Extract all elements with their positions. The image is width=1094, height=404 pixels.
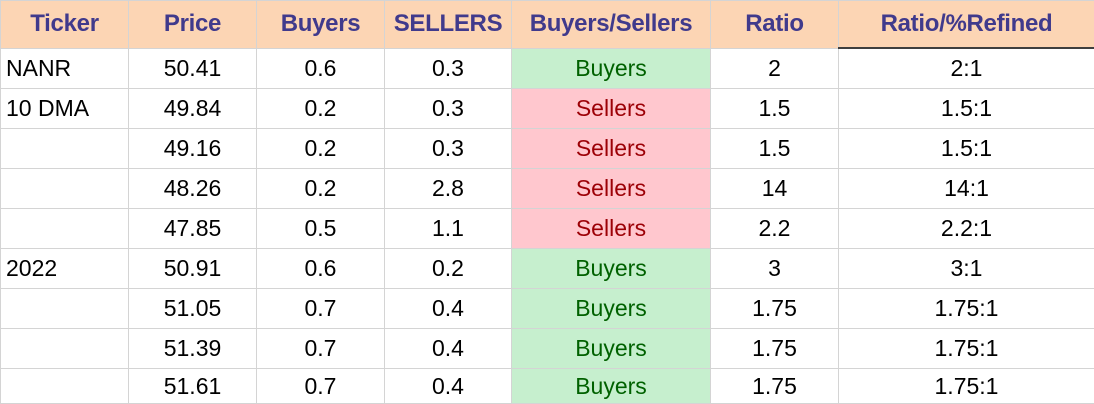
ratio-cell: 2	[711, 48, 839, 89]
ratio-refined-cell: 2:1	[839, 48, 1094, 89]
ticker-cell	[1, 329, 129, 369]
signal-cell: Sellers	[512, 169, 711, 209]
signal-cell: Sellers	[512, 129, 711, 169]
ratio-cell: 1.75	[711, 369, 839, 404]
signal-cell: Buyers	[512, 289, 711, 329]
ratio-cell: 1.5	[711, 129, 839, 169]
sellers-cell: 0.4	[385, 329, 512, 369]
header-sellers: SELLERS	[385, 1, 512, 49]
sellers-cell: 0.4	[385, 289, 512, 329]
buyers-cell: 0.7	[257, 289, 385, 329]
signal-cell: Buyers	[512, 329, 711, 369]
header-price: Price	[129, 1, 257, 49]
ratio-refined-cell: 3:1	[839, 249, 1094, 289]
ticker-cell	[1, 369, 129, 404]
ratio-refined-cell: 1.75:1	[839, 369, 1094, 404]
ticker-cell	[1, 289, 129, 329]
header-ratio: Ratio	[711, 1, 839, 49]
sellers-cell: 0.3	[385, 89, 512, 129]
price-cell: 47.85	[129, 209, 257, 249]
ticker-cell	[1, 129, 129, 169]
buyers-cell: 0.7	[257, 369, 385, 404]
price-cell: 49.16	[129, 129, 257, 169]
ratio-refined-cell: 1.75:1	[839, 329, 1094, 369]
ticker-cell: 2022	[1, 249, 129, 289]
ticker-cell	[1, 209, 129, 249]
ratio-refined-cell: 1.5:1	[839, 129, 1094, 169]
header-buyers: Buyers	[257, 1, 385, 49]
ratio-cell: 14	[711, 169, 839, 209]
buyers-cell: 0.2	[257, 169, 385, 209]
ratio-cell: 1.75	[711, 329, 839, 369]
header-row: Ticker Price Buyers SELLERS Buyers/Selle…	[1, 1, 1094, 49]
ratio-refined-cell: 2.2:1	[839, 209, 1094, 249]
sellers-cell: 0.3	[385, 129, 512, 169]
ratio-cell: 1.5	[711, 89, 839, 129]
buyers-cell: 0.6	[257, 48, 385, 89]
buyers-cell: 0.2	[257, 129, 385, 169]
signal-cell: Sellers	[512, 209, 711, 249]
ratio-refined-cell: 1.75:1	[839, 289, 1094, 329]
signal-cell: Sellers	[512, 89, 711, 129]
ticker-cell: NANR	[1, 48, 129, 89]
sellers-cell: 1.1	[385, 209, 512, 249]
ratio-cell: 3	[711, 249, 839, 289]
buyers-cell: 0.6	[257, 249, 385, 289]
ratio-refined-cell: 14:1	[839, 169, 1094, 209]
signal-cell: Buyers	[512, 249, 711, 289]
price-cell: 51.39	[129, 329, 257, 369]
buyers-cell: 0.7	[257, 329, 385, 369]
price-cell: 51.05	[129, 289, 257, 329]
buyers-cell: 0.2	[257, 89, 385, 129]
ratio-refined-cell: 1.5:1	[839, 89, 1094, 129]
sellers-cell: 0.4	[385, 369, 512, 404]
ticker-cell	[1, 169, 129, 209]
ticker-cell: 10 DMA	[1, 89, 129, 129]
price-cell: 50.41	[129, 48, 257, 89]
price-cell: 50.91	[129, 249, 257, 289]
signal-cell: Buyers	[512, 369, 711, 404]
price-cell: 51.61	[129, 369, 257, 404]
header-buyers-sellers: Buyers/Sellers	[512, 1, 711, 49]
sellers-cell: 0.3	[385, 48, 512, 89]
price-cell: 49.84	[129, 89, 257, 129]
sellers-cell: 0.2	[385, 249, 512, 289]
signal-cell: Buyers	[512, 48, 711, 89]
price-cell: 48.26	[129, 169, 257, 209]
buyers-cell: 0.5	[257, 209, 385, 249]
header-ratio-refined: Ratio/%Refined	[839, 1, 1094, 49]
ratio-cell: 2.2	[711, 209, 839, 249]
sellers-cell: 2.8	[385, 169, 512, 209]
ratio-cell: 1.75	[711, 289, 839, 329]
header-ticker: Ticker	[1, 1, 129, 49]
